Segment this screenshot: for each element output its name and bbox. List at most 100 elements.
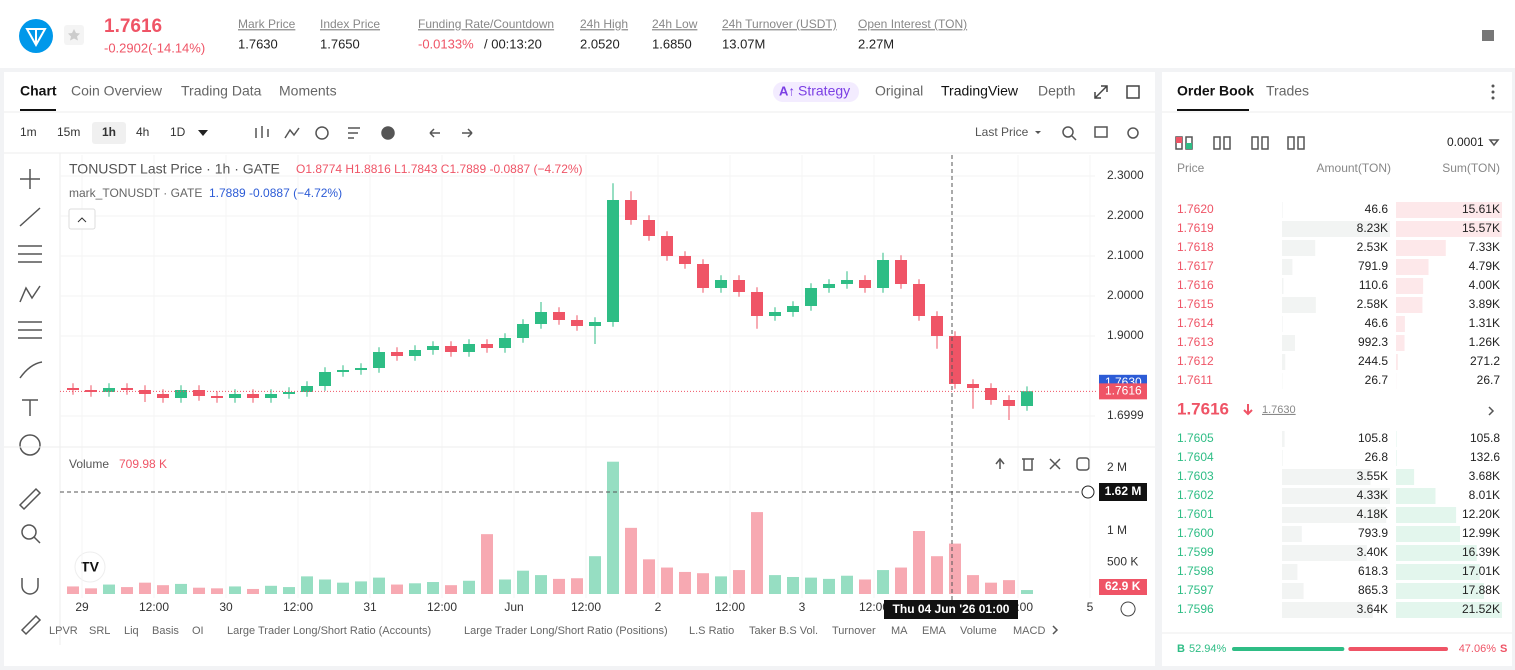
x-tick-label: 12:00 bbox=[715, 600, 745, 614]
sum-bar bbox=[1396, 431, 1397, 447]
fullscreen-icon[interactable] bbox=[1094, 85, 1108, 99]
view-tab[interactable]: Original bbox=[875, 83, 923, 99]
volume-bar bbox=[121, 587, 133, 594]
volume-bar bbox=[661, 567, 673, 594]
indicator[interactable]: MACD bbox=[1013, 625, 1045, 637]
candle-body bbox=[643, 220, 655, 236]
book-icon-red bbox=[1176, 137, 1182, 143]
ob-price[interactable]: 1.7612 bbox=[1177, 354, 1214, 368]
indicator[interactable]: Basis bbox=[152, 625, 179, 637]
ob-sum: 12.20K bbox=[1462, 507, 1500, 521]
ob-price[interactable]: 1.7598 bbox=[1177, 564, 1214, 578]
indicator[interactable]: Large Trader Long/Short Ratio (Accounts) bbox=[227, 625, 431, 637]
more-icon[interactable] bbox=[1491, 96, 1495, 100]
candle-body bbox=[841, 280, 853, 284]
dropdown-icon[interactable] bbox=[198, 130, 208, 136]
x-tick-label: 3 bbox=[799, 600, 806, 614]
interval[interactable]: 1m bbox=[20, 125, 37, 139]
ob-price[interactable]: 1.7619 bbox=[1177, 221, 1214, 235]
window-icon[interactable] bbox=[1126, 85, 1140, 99]
interval[interactable]: 1D bbox=[170, 125, 186, 139]
ob-sum: 17.01K bbox=[1462, 564, 1500, 578]
ob-price[interactable]: 1.7620 bbox=[1177, 202, 1214, 216]
indicator[interactable]: Taker B.S Vol. bbox=[749, 625, 818, 637]
indicator[interactable]: MA bbox=[891, 625, 908, 637]
tab[interactable]: Coin Overview bbox=[71, 83, 163, 99]
ob-price[interactable]: 1.7615 bbox=[1177, 297, 1214, 311]
more-icon[interactable] bbox=[1491, 84, 1495, 88]
sell-letter: S bbox=[1500, 643, 1507, 655]
candle-body bbox=[409, 350, 421, 356]
ob-price[interactable]: 1.7601 bbox=[1177, 507, 1214, 521]
interval[interactable]: 1h bbox=[102, 125, 116, 139]
sum-bar bbox=[1396, 545, 1477, 561]
volume-bar bbox=[301, 576, 313, 594]
stat-extra: / 00:13:20 bbox=[484, 36, 542, 51]
interval[interactable]: 4h bbox=[136, 125, 149, 139]
indicator[interactable]: SRL bbox=[89, 625, 110, 637]
ob-price[interactable]: 1.7613 bbox=[1177, 335, 1214, 349]
indicator[interactable]: Liq bbox=[124, 625, 139, 637]
ob-sum: 105.8 bbox=[1470, 431, 1500, 445]
collapse-btn[interactable] bbox=[68, 208, 96, 230]
view-tab[interactable]: Depth bbox=[1038, 83, 1075, 99]
x-tick-label: 30 bbox=[219, 600, 233, 614]
layout-icon[interactable] bbox=[1482, 30, 1494, 41]
tab[interactable]: Moments bbox=[279, 83, 337, 99]
view-tab[interactable]: Strategy bbox=[798, 83, 850, 99]
volume-bar bbox=[517, 570, 529, 594]
ob-price[interactable]: 1.7614 bbox=[1177, 316, 1214, 330]
ob-tab[interactable]: Order Book bbox=[1177, 83, 1254, 99]
tab[interactable]: Chart bbox=[20, 83, 57, 99]
crosshair-add[interactable] bbox=[1081, 485, 1095, 499]
ob-price[interactable]: 1.7618 bbox=[1177, 240, 1214, 254]
ob-price[interactable]: 1.7605 bbox=[1177, 431, 1214, 445]
stat-label: 24h High bbox=[580, 17, 628, 31]
ob-price[interactable]: 1.7600 bbox=[1177, 526, 1214, 540]
settings-icon[interactable] bbox=[1120, 601, 1136, 617]
dropdown bbox=[1035, 131, 1041, 134]
volume-bar bbox=[499, 579, 511, 594]
volume-bar bbox=[211, 588, 223, 594]
ob-sum: 21.52K bbox=[1462, 602, 1500, 616]
volume-bar bbox=[589, 556, 601, 594]
ob-price[interactable]: 1.7597 bbox=[1177, 583, 1214, 597]
ob-price[interactable]: 1.7617 bbox=[1177, 259, 1214, 273]
indicator[interactable]: EMA bbox=[922, 625, 947, 637]
ob-price[interactable]: 1.7611 bbox=[1177, 373, 1213, 387]
ob-amount: 46.6 bbox=[1365, 202, 1389, 216]
price-source[interactable]: Last Price bbox=[975, 125, 1029, 139]
candle-body bbox=[877, 260, 889, 288]
ob-header: Sum(TON) bbox=[1442, 161, 1500, 175]
indicator[interactable]: LPVR bbox=[49, 625, 78, 637]
view-tab[interactable]: TradingView bbox=[941, 83, 1019, 99]
indicator[interactable]: L.S Ratio bbox=[689, 625, 734, 637]
tab[interactable]: Trading Data bbox=[181, 83, 262, 99]
indicator[interactable]: Large Trader Long/Short Ratio (Positions… bbox=[464, 625, 668, 637]
ob-tab[interactable]: Trades bbox=[1266, 83, 1309, 99]
indicator[interactable]: Volume bbox=[960, 625, 997, 637]
ob-price[interactable]: 1.7596 bbox=[1177, 602, 1214, 616]
x-tick-label: 12:00 bbox=[571, 600, 601, 614]
ob-price[interactable]: 1.7616 bbox=[1177, 278, 1214, 292]
ob-price[interactable]: 1.7603 bbox=[1177, 469, 1214, 483]
stat-label: 24h Low bbox=[652, 17, 698, 31]
ob-amount: 2.58K bbox=[1357, 297, 1388, 311]
candle-body bbox=[859, 280, 871, 288]
strategy-pill[interactable] bbox=[773, 82, 859, 102]
volume-bar bbox=[427, 582, 439, 594]
ob-price[interactable]: 1.7604 bbox=[1177, 450, 1214, 464]
indicator[interactable]: Turnover bbox=[832, 625, 876, 637]
volume-bar bbox=[769, 575, 781, 594]
more-icon[interactable] bbox=[1491, 90, 1495, 94]
x-tick-label: Jun bbox=[504, 600, 523, 614]
volume-bar bbox=[373, 577, 385, 594]
ob-price[interactable]: 1.7602 bbox=[1177, 488, 1214, 502]
volume-bar bbox=[103, 584, 115, 594]
interval[interactable]: 15m bbox=[57, 125, 80, 139]
indicator[interactable]: OI bbox=[192, 625, 204, 637]
candle-body bbox=[571, 320, 583, 326]
last-price-label: 1.7616 bbox=[1105, 384, 1142, 398]
ob-price[interactable]: 1.7599 bbox=[1177, 545, 1214, 559]
precision[interactable]: 0.0001 bbox=[1447, 135, 1484, 149]
